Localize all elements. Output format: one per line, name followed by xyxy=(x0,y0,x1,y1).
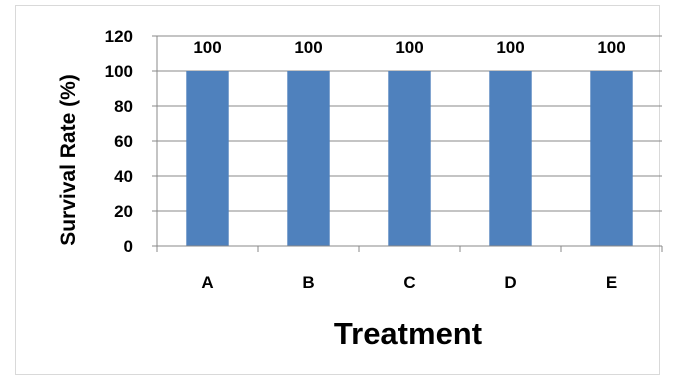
y-tick-label: 60 xyxy=(114,132,133,151)
data-labels: 100 100 100 100 100 xyxy=(193,38,625,57)
x-tick-labels: A B C D E xyxy=(201,273,617,292)
bar xyxy=(287,71,330,246)
x-tick-label: A xyxy=(201,273,213,292)
y-axis-title: Survival Rate (%) xyxy=(57,74,80,246)
bar xyxy=(186,71,229,246)
y-tick-label: 40 xyxy=(114,167,133,186)
y-tick-label: 0 xyxy=(124,237,133,256)
data-label: 100 xyxy=(193,38,221,57)
x-axis-title: Treatment xyxy=(334,316,482,351)
y-tick-labels: 0 20 40 60 80 100 120 xyxy=(105,27,133,256)
x-tick-label: B xyxy=(302,273,314,292)
data-label: 100 xyxy=(496,38,524,57)
bars xyxy=(186,71,633,246)
y-tick-label: 120 xyxy=(105,27,133,46)
data-label: 100 xyxy=(395,38,423,57)
x-tick-label: C xyxy=(403,273,415,292)
bar xyxy=(388,71,431,246)
x-tick-label: D xyxy=(504,273,516,292)
chart-frame xyxy=(15,5,660,375)
x-tick-label: E xyxy=(606,273,617,292)
y-tick-label: 100 xyxy=(105,62,133,81)
bar xyxy=(489,71,532,246)
axes xyxy=(156,36,663,252)
bar xyxy=(590,71,633,246)
y-tick-label: 80 xyxy=(114,97,133,116)
y-tick-label: 20 xyxy=(114,202,133,221)
data-label: 100 xyxy=(597,38,625,57)
data-label: 100 xyxy=(294,38,322,57)
